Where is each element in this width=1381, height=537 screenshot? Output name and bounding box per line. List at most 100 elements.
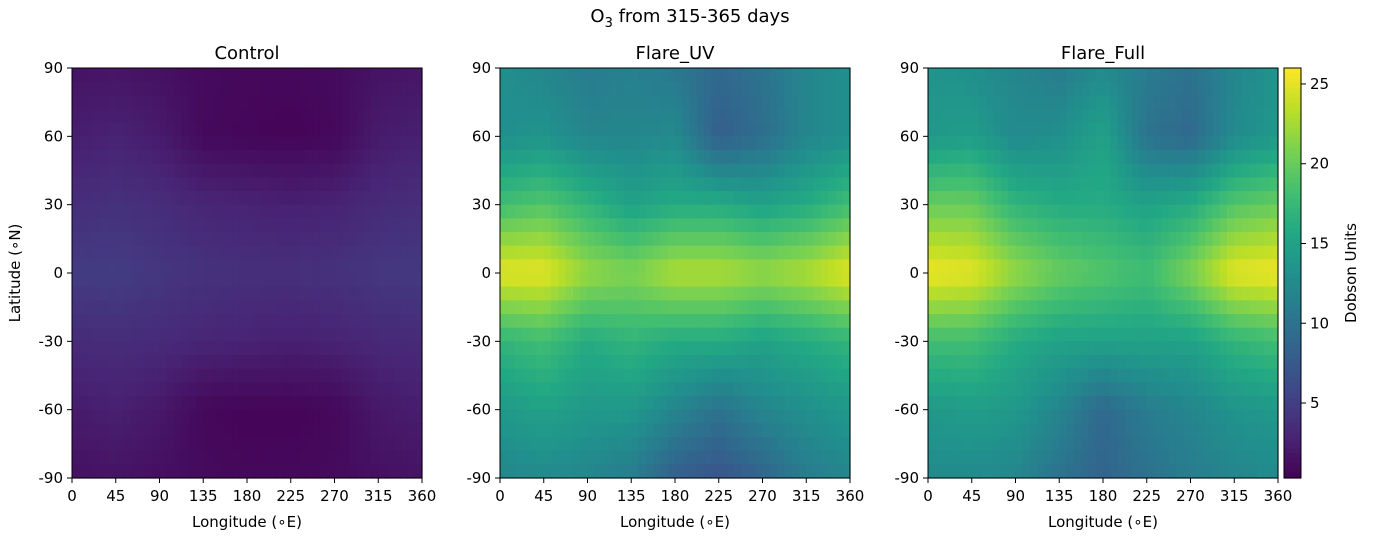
heatmap-cell bbox=[1088, 81, 1097, 96]
heatmap-cell bbox=[217, 81, 226, 96]
heatmap-cell bbox=[928, 423, 936, 438]
heatmap-cell bbox=[1212, 81, 1221, 96]
heatmap-cell bbox=[334, 327, 343, 342]
heatmap-cell bbox=[507, 218, 516, 233]
heatmap-cell bbox=[755, 382, 764, 397]
heatmap-cell bbox=[166, 68, 175, 83]
heatmap-cell bbox=[392, 286, 401, 301]
heatmap-cell bbox=[645, 163, 654, 178]
heatmap-cell bbox=[711, 68, 720, 83]
heatmap-cell bbox=[806, 218, 815, 233]
heatmap-cell bbox=[101, 204, 110, 219]
heatmap-cell bbox=[247, 450, 255, 465]
heatmap-cell bbox=[971, 300, 980, 315]
heatmap-cell bbox=[101, 95, 110, 110]
heatmap-cell bbox=[1044, 95, 1053, 110]
x-tick-label: 135 bbox=[189, 487, 218, 505]
heatmap-cell bbox=[1103, 464, 1111, 479]
heatmap-cell bbox=[949, 300, 958, 315]
heatmap-cell bbox=[1059, 81, 1068, 96]
heatmap-cell bbox=[1168, 450, 1177, 465]
heatmap-cell bbox=[1161, 273, 1170, 288]
heatmap-cell bbox=[115, 314, 124, 329]
heatmap-cell bbox=[341, 68, 350, 83]
heatmap-cell bbox=[645, 423, 654, 438]
heatmap-cell bbox=[1263, 218, 1272, 233]
heatmap-cell bbox=[784, 95, 793, 110]
heatmap-cell bbox=[942, 450, 951, 465]
heatmap-cell bbox=[400, 450, 409, 465]
heatmap-cell bbox=[378, 273, 387, 288]
heatmap-cell bbox=[283, 259, 292, 274]
heatmap-cell bbox=[1022, 177, 1031, 192]
heatmap-cell bbox=[993, 341, 1002, 356]
heatmap-cell bbox=[1037, 259, 1046, 274]
heatmap-cell bbox=[777, 437, 785, 452]
heatmap-cell bbox=[1022, 314, 1031, 329]
heatmap-cell bbox=[762, 122, 771, 137]
heatmap-cell bbox=[806, 368, 815, 383]
heatmap-cell bbox=[1044, 286, 1053, 301]
heatmap-cell bbox=[747, 300, 756, 315]
heatmap-cell bbox=[312, 68, 321, 83]
heatmap-cell bbox=[407, 150, 416, 165]
x-tick-label: 315 bbox=[364, 487, 393, 505]
heatmap-cell bbox=[957, 273, 966, 288]
heatmap-cell bbox=[166, 382, 175, 397]
heatmap-cell bbox=[1030, 437, 1038, 452]
heatmap-cell bbox=[1161, 450, 1170, 465]
heatmap-cell bbox=[305, 368, 314, 383]
heatmap-cell bbox=[1059, 409, 1068, 424]
heatmap-cell bbox=[195, 300, 204, 315]
heatmap-cell bbox=[689, 136, 698, 151]
heatmap-cell bbox=[181, 95, 190, 110]
heatmap-cell bbox=[609, 232, 618, 247]
heatmap-cell bbox=[1110, 232, 1119, 247]
heatmap-cell bbox=[507, 396, 516, 411]
heatmap-cell bbox=[572, 259, 581, 274]
heatmap-cell bbox=[356, 68, 365, 83]
heatmap-cell bbox=[349, 109, 357, 124]
heatmap-cell bbox=[675, 232, 683, 247]
heatmap-cell bbox=[971, 95, 980, 110]
heatmap-cell bbox=[290, 327, 299, 342]
heatmap-cell bbox=[1117, 396, 1126, 411]
heatmap-cell bbox=[414, 122, 423, 137]
heatmap-cell bbox=[1030, 204, 1038, 219]
heatmap-cell bbox=[949, 341, 958, 356]
heatmap-cell bbox=[1037, 314, 1046, 329]
heatmap-cell bbox=[660, 314, 669, 329]
heatmap-cell bbox=[108, 177, 117, 192]
heatmap-cell bbox=[1051, 382, 1060, 397]
heatmap-cell bbox=[181, 327, 190, 342]
heatmap-cell bbox=[290, 464, 299, 479]
heatmap-cell bbox=[101, 122, 110, 137]
heatmap-cell bbox=[378, 109, 387, 124]
heatmap-cell bbox=[1117, 204, 1126, 219]
heatmap-cell bbox=[1234, 136, 1243, 151]
heatmap-cell bbox=[529, 177, 538, 192]
heatmap-cell bbox=[217, 355, 226, 370]
heatmap-cell bbox=[1124, 245, 1133, 260]
heatmap-cell bbox=[1205, 464, 1213, 479]
heatmap-cell bbox=[298, 409, 306, 424]
heatmap-cell bbox=[159, 150, 168, 165]
heatmap-cell bbox=[363, 327, 372, 342]
heatmap-cell bbox=[290, 355, 299, 370]
panel-title: Flare_Full bbox=[1061, 43, 1145, 64]
heatmap-cell bbox=[580, 314, 589, 329]
heatmap-cell bbox=[1051, 341, 1060, 356]
heatmap-cell bbox=[349, 382, 357, 397]
heatmap-cell bbox=[123, 423, 131, 438]
heatmap-cell bbox=[769, 382, 778, 397]
heatmap-cell bbox=[769, 232, 778, 247]
heatmap-cell bbox=[602, 122, 610, 137]
heatmap-cell bbox=[1051, 68, 1060, 83]
heatmap-cell bbox=[536, 259, 545, 274]
heatmap-cell bbox=[726, 136, 734, 151]
heatmap-cell bbox=[718, 396, 727, 411]
heatmap-cell bbox=[341, 81, 350, 96]
heatmap-cell bbox=[115, 464, 124, 479]
heatmap-cell bbox=[623, 232, 632, 247]
heatmap-cell bbox=[964, 245, 973, 260]
